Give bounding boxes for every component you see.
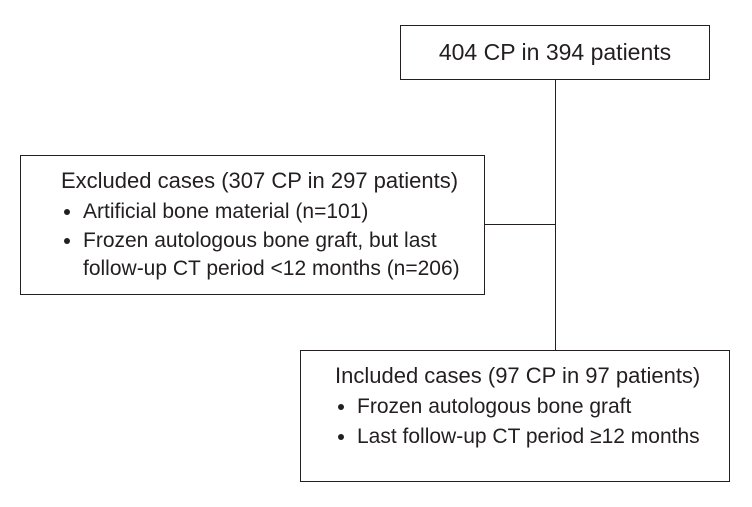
connector-branch-horizontal xyxy=(485,224,555,225)
node-excluded-bullet: Artificial bone material (n=101) xyxy=(83,198,466,225)
node-included-bullet: Frozen autologous bone graft xyxy=(357,393,711,421)
node-excluded-bullet: Frozen autologous bone graft, but last f… xyxy=(83,227,466,282)
node-included-bullet: Last follow-up CT period ≥12 months xyxy=(357,423,711,451)
node-included: Included cases (97 CP in 97 patients) Fr… xyxy=(300,350,730,482)
node-excluded-title: Excluded cases (307 CP in 297 patients) xyxy=(61,168,466,194)
connector-main-vertical xyxy=(555,80,556,350)
node-included-title: Included cases (97 CP in 97 patients) xyxy=(335,363,711,389)
node-included-bullets: Frozen autologous bone graft Last follow… xyxy=(335,393,711,452)
flowchart-canvas: 404 CP in 394 patients Excluded cases (3… xyxy=(0,0,752,507)
node-excluded: Excluded cases (307 CP in 297 patients) … xyxy=(20,155,485,295)
node-excluded-bullets: Artificial bone material (n=101) Frozen … xyxy=(61,198,466,282)
node-root-title: 404 CP in 394 patients xyxy=(439,39,671,66)
node-root: 404 CP in 394 patients xyxy=(400,25,710,80)
